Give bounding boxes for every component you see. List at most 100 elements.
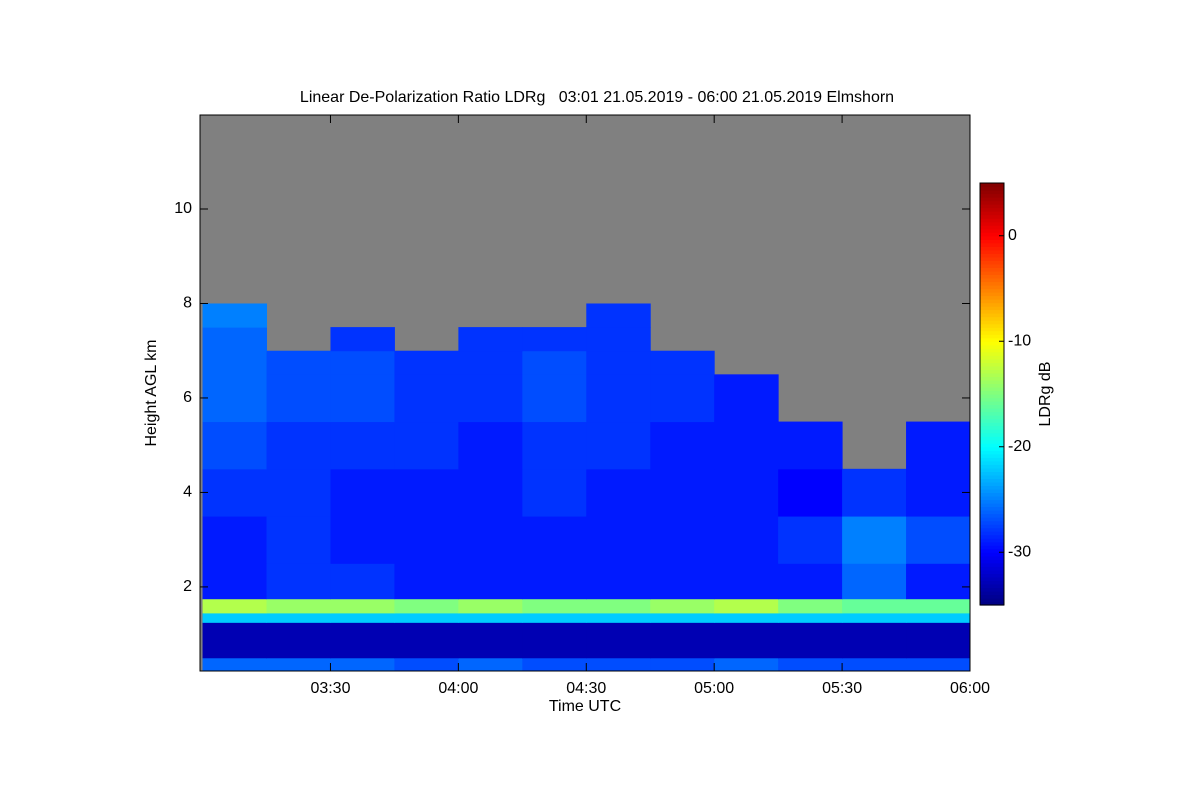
heatmap-cell: [522, 350, 587, 375]
heatmap-cell: [458, 598, 523, 614]
colorbar-segment: [980, 379, 1004, 385]
heatmap-cell: [778, 421, 843, 470]
heatmap-cell: [202, 421, 268, 470]
colorbar-segment: [980, 239, 1004, 244]
heatmap-cell: [714, 468, 779, 517]
colorbar-tick-label: -10: [1008, 332, 1031, 349]
heatmap-cell: [522, 598, 587, 614]
colorbar-segment: [980, 562, 1004, 567]
colorbar-segment: [980, 485, 1004, 490]
x-tick-label: 05:00: [694, 680, 734, 697]
heatmap-cell: [906, 657, 971, 672]
heatmap-cell: [330, 598, 395, 614]
heatmap-cell: [650, 598, 715, 614]
heatmap-cell: [330, 657, 395, 672]
colorbar-segment: [980, 365, 1004, 370]
x-tick-label: 05:30: [822, 680, 862, 697]
heatmap-cell: [842, 598, 907, 614]
colorbar-segment: [980, 302, 1004, 307]
colorbar-segment: [980, 341, 1004, 346]
heatmap-cell: [394, 598, 459, 614]
colorbar-segment: [980, 246, 1004, 251]
colorbar-segment: [980, 309, 1004, 314]
heatmap-cell: [202, 612, 268, 623]
colorbar-segment: [980, 193, 1004, 198]
colorbar-segment: [980, 394, 1004, 399]
colorbar-segment: [980, 474, 1004, 479]
heatmap-cell: [586, 657, 651, 672]
heatmap-cell: [650, 563, 715, 600]
colorbar-segment: [980, 545, 1004, 550]
heatmap-cell: [586, 516, 651, 564]
colorbar-segment: [980, 256, 1004, 261]
colorbar-segment: [980, 316, 1004, 321]
colorbar-segment: [980, 510, 1004, 515]
heatmap-cell: [202, 350, 268, 375]
heatmap-cell: [458, 563, 523, 600]
colorbar-segment: [980, 422, 1004, 427]
heatmap-cell: [778, 612, 843, 623]
colorbar-segment: [980, 534, 1004, 539]
colorbar-segment: [980, 411, 1004, 416]
colorbar-segment: [980, 313, 1004, 318]
colorbar-segment: [980, 295, 1004, 300]
colorbar-tick-label: 0: [1008, 227, 1017, 244]
heatmap-cell: [714, 563, 779, 600]
colorbar-segment: [980, 376, 1004, 381]
colorbar-segment: [980, 513, 1004, 518]
colorbar-segment: [980, 390, 1004, 395]
heatmap-cell: [202, 516, 268, 564]
colorbar-segment: [980, 566, 1004, 571]
colorbar-segment: [980, 277, 1004, 283]
plot-frame: [199, 114, 971, 672]
colorbar-segment: [980, 597, 1004, 603]
heatmap-cell: [266, 516, 331, 564]
colorbar-segment: [980, 190, 1004, 195]
heatmap-cell: [394, 612, 459, 623]
x-tick-label: 04:00: [438, 680, 478, 697]
colorbar-segment: [980, 408, 1004, 413]
colorbar-segment: [980, 369, 1004, 374]
colorbar-segment: [980, 471, 1004, 476]
colorbar-segment: [980, 197, 1004, 202]
heatmap-cell: [650, 622, 715, 659]
colorbar-segment: [980, 439, 1004, 444]
heatmap-cell: [458, 612, 523, 623]
colorbar-segment: [980, 401, 1004, 406]
colorbar-segment: [980, 524, 1004, 529]
heatmap-cell: [586, 598, 651, 614]
heatmap-cell: [906, 468, 971, 517]
heatmap-cell: [266, 563, 331, 600]
heatmap-cell: [458, 350, 523, 375]
colorbar-tick-label: -30: [1008, 543, 1031, 560]
heatmap-cell: [586, 303, 651, 328]
heatmap-cell: [650, 421, 715, 470]
colorbar-segment: [980, 225, 1004, 230]
colorbar-segment: [980, 446, 1004, 451]
heatmap-cell: [714, 622, 779, 659]
colorbar-segment: [980, 235, 1004, 240]
heatmap-cell: [522, 468, 587, 517]
heatmap-cell: [842, 657, 907, 672]
colorbar-segment: [980, 355, 1004, 360]
heatmap-cell: [266, 374, 331, 423]
colorbar-segment: [980, 432, 1004, 437]
heatmap-cell: [330, 563, 395, 600]
colorbar-segment: [980, 204, 1004, 209]
heatmap-cell: [842, 516, 907, 564]
colorbar-segment: [980, 601, 1004, 606]
heatmap-cell: [906, 563, 971, 600]
heatmap-cell: [586, 350, 651, 375]
y-tick-label: 8: [183, 295, 192, 312]
colorbar-segment: [980, 221, 1004, 226]
heatmap-cell: [778, 598, 843, 614]
heatmap-cell: [522, 563, 587, 600]
heatmap-cell: [330, 612, 395, 623]
heatmap-cell: [650, 516, 715, 564]
colorbar-segment: [980, 590, 1004, 596]
colorbar-segment: [980, 323, 1004, 328]
y-tick-label: 2: [183, 578, 192, 595]
heatmap-cell: [394, 468, 459, 517]
colorbar-segment: [980, 327, 1004, 332]
heatmap-cell: [458, 374, 523, 423]
